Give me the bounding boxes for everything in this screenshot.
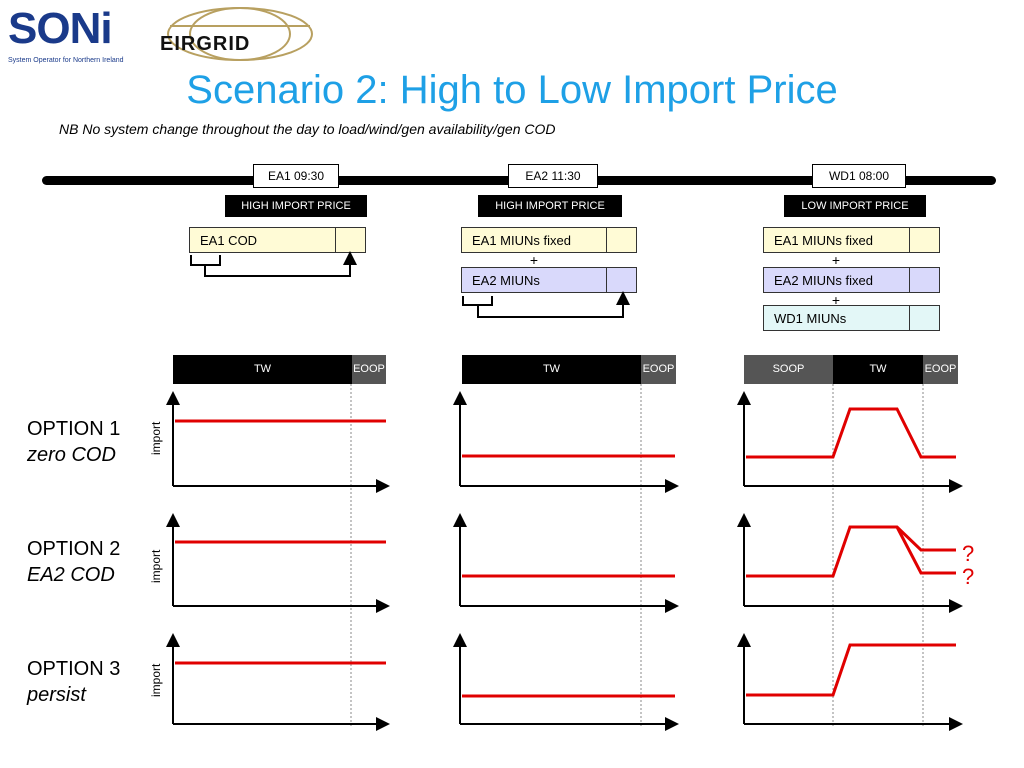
option-subtitle: EA2 COD xyxy=(27,564,115,586)
soni-logo: SONi xyxy=(8,4,113,53)
stack-cell xyxy=(909,267,939,293)
option-title: OPTION 2 xyxy=(27,538,121,560)
stack-cell xyxy=(606,267,636,293)
stack-cell xyxy=(335,227,365,253)
eoop-bar-col3: EOOP xyxy=(923,355,958,384)
plus-sign: + xyxy=(831,292,841,308)
stack-box-ea1-cod: EA1 COD xyxy=(189,227,366,253)
time-label-wd1: WD1 08:00 xyxy=(812,164,906,188)
option-2-label: OPTION 2 EA2 COD xyxy=(27,536,120,588)
stack-cell xyxy=(909,305,939,331)
option-title: OPTION 1 xyxy=(27,418,121,440)
plus-sign: + xyxy=(529,252,539,268)
stack-label: EA2 MIUNs xyxy=(472,273,540,288)
stack-label: EA1 MIUNs fixed xyxy=(774,233,873,248)
trace-opt1-col3 xyxy=(746,407,956,459)
question-mark: ? xyxy=(962,564,975,589)
tw-bar-col2: TW xyxy=(462,355,641,384)
tw-bar-col1: TW xyxy=(173,355,352,384)
stack-label: WD1 MIUNs xyxy=(774,311,847,326)
trace-opt2-col3 xyxy=(746,525,956,578)
stack-box-wd1-miuns: WD1 MIUNs xyxy=(763,305,940,331)
stack-box-ea1-miuns-fixed: EA1 MIUNs fixed xyxy=(763,227,940,253)
stack-box-ea2-miuns-fixed: EA2 MIUNs fixed xyxy=(763,267,940,293)
plus-sign: + xyxy=(831,252,841,268)
bracket-arrow-col2 xyxy=(462,291,630,318)
soni-logo-subtitle: System Operator for Northern Ireland xyxy=(8,57,124,64)
price-label-col1: HIGH IMPORT PRICE xyxy=(225,195,367,217)
option-subtitle: zero COD xyxy=(27,444,116,466)
stack-cell xyxy=(909,227,939,253)
price-label-col3: LOW IMPORT PRICE xyxy=(784,195,926,217)
dotted-guides xyxy=(350,384,924,726)
question-mark: ? xyxy=(962,541,975,566)
eoop-bar-col1: EOOP xyxy=(352,355,386,384)
option-subtitle: persist xyxy=(27,684,86,706)
time-label-ea1: EA1 09:30 xyxy=(253,164,339,188)
stack-box-ea1-miuns: EA1 MIUNs fixed xyxy=(461,227,637,253)
stack-label: EA2 MIUNs fixed xyxy=(774,273,873,288)
option-1-label: OPTION 1 zero COD xyxy=(27,416,120,468)
stack-cell xyxy=(606,227,636,253)
bracket-arrow-col1 xyxy=(190,251,357,277)
trace-opt3-col3 xyxy=(746,643,956,697)
stack-box-ea2-miuns: EA2 MIUNs xyxy=(461,267,637,293)
eoop-bar-col2: EOOP xyxy=(641,355,676,384)
option-3-label: OPTION 3 persist xyxy=(27,656,120,708)
tw-bar-col3: TW xyxy=(833,355,923,384)
soop-bar-col3: SOOP xyxy=(744,355,833,384)
import-traces xyxy=(175,407,956,698)
stack-label: EA1 MIUNs fixed xyxy=(472,233,571,248)
option-title: OPTION 3 xyxy=(27,658,121,680)
page-title: Scenario 2: High to Low Import Price xyxy=(186,68,838,112)
time-label-ea2: EA2 11:30 xyxy=(508,164,598,188)
page-subtitle: NB No system change throughout the day t… xyxy=(59,121,556,137)
eirgrid-globe-icon xyxy=(167,7,313,61)
stack-label: EA1 COD xyxy=(200,233,258,248)
price-label-col2: HIGH IMPORT PRICE xyxy=(478,195,622,217)
axes xyxy=(166,391,963,731)
trace-opt2-col3-alt xyxy=(895,526,956,575)
eirgrid-logo: EIRGRID xyxy=(160,33,251,55)
